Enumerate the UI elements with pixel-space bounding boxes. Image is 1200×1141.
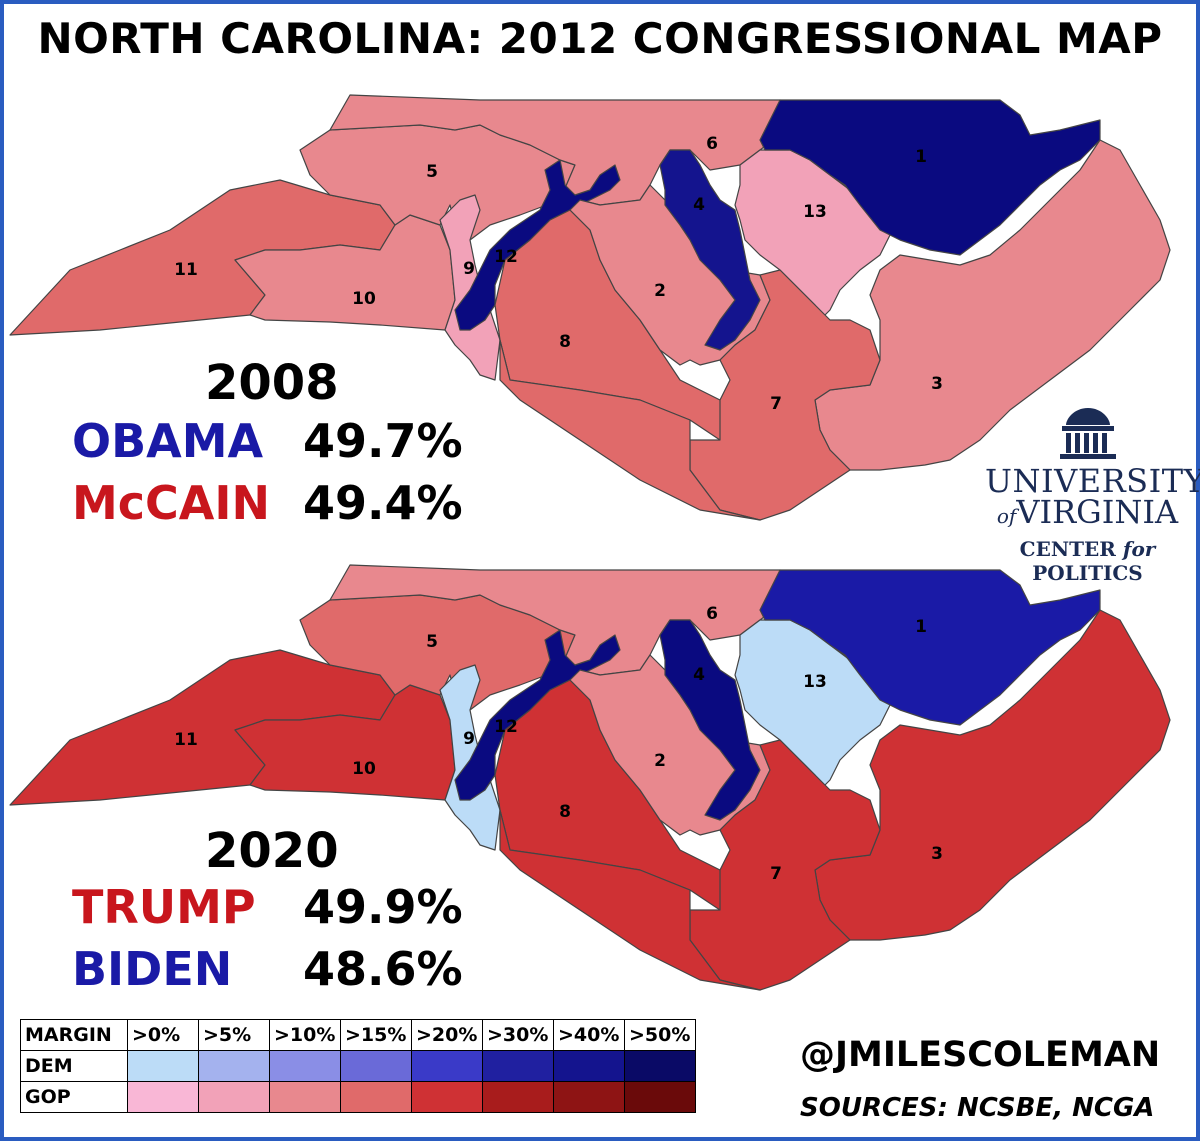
author-handle: @JMILESCOLEMAN: [800, 1035, 1161, 1075]
legend-gop-label: GOP: [20, 1081, 128, 1113]
map-2020: 1 2 3 4 5 6 7 8 9 10 11 12 13: [9, 564, 1171, 991]
year-2008: 2008: [205, 355, 339, 411]
district-1-shape: [759, 99, 1101, 256]
legend-dem-swatch: [624, 1050, 696, 1082]
district-label: 3: [931, 844, 943, 864]
legend-dem-swatch: [198, 1050, 270, 1082]
legend-gop-swatch: [340, 1081, 412, 1113]
legend-gop-swatch: [198, 1081, 270, 1113]
legend-threshold: >15%: [340, 1019, 412, 1051]
district-label: 4: [693, 665, 705, 685]
legend-gop-swatch: [127, 1081, 199, 1113]
district-label: 11: [174, 730, 198, 750]
legend-dem-swatch: [482, 1050, 554, 1082]
district-label: 6: [706, 134, 718, 154]
legend-threshold: >20%: [411, 1019, 483, 1051]
legend-dem-row: DEM: [20, 1050, 696, 1082]
district-label: 9: [463, 259, 475, 279]
sources-note: SOURCES: NCSBE, NCGA: [800, 1093, 1155, 1123]
legend-dem-label: DEM: [20, 1050, 128, 1082]
district-label: 7: [770, 864, 782, 884]
pct-mccain: 49.4%: [303, 476, 463, 530]
map-title: NORTH CAROLINA: 2012 CONGRESSIONAL MAP: [37, 14, 1163, 63]
legend-margin-label: MARGIN: [20, 1019, 128, 1051]
legend-gop-swatch: [482, 1081, 554, 1113]
district-label: 10: [352, 289, 376, 309]
legend-gop-row: GOP: [20, 1081, 696, 1113]
district-1-shape: [759, 569, 1101, 726]
legend-gop-swatch: [269, 1081, 341, 1113]
district-label: 9: [463, 729, 475, 749]
legend-dem-swatch: [269, 1050, 341, 1082]
district-label: 2: [654, 751, 666, 771]
district-label: 8: [559, 802, 571, 822]
district-label: 4: [693, 195, 705, 215]
legend-dem-swatch: [411, 1050, 483, 1082]
pct-biden: 48.6%: [303, 942, 463, 996]
pct-obama: 49.7%: [303, 414, 463, 468]
margin-legend: MARGIN >0% >5% >10% >15% >20% >30% >40% …: [20, 1019, 696, 1113]
legend-threshold: >0%: [127, 1019, 199, 1051]
legend-threshold: >5%: [198, 1019, 270, 1051]
legend-threshold: >40%: [553, 1019, 625, 1051]
legend-threshold: >50%: [624, 1019, 696, 1051]
uva-wordmark-virginia: ofVIRGINIA: [996, 493, 1179, 531]
district-label: 12: [494, 717, 518, 737]
candidate-trump: TRUMP: [72, 880, 256, 934]
district-4-shape: [659, 149, 761, 351]
legend-gop-swatch: [553, 1081, 625, 1113]
legend-dem-swatch: [127, 1050, 199, 1082]
district-label: 11: [174, 260, 198, 280]
district-label: 10: [352, 759, 376, 779]
district-label: 3: [931, 374, 943, 394]
district-label: 6: [706, 604, 718, 624]
district-label: 5: [426, 632, 438, 652]
legend-header-row: MARGIN >0% >5% >10% >15% >20% >30% >40% …: [20, 1019, 696, 1051]
pct-trump: 49.9%: [303, 880, 463, 934]
district-label: 5: [426, 162, 438, 182]
district-label: 13: [803, 672, 827, 692]
uva-center-for-politics-logo: UNIVERSITY ofVIRGINIA CENTER for POLITIC…: [985, 405, 1200, 585]
year-2020: 2020: [205, 823, 339, 879]
uva-wordmark-university: UNIVERSITY: [985, 462, 1200, 500]
legend-threshold: >10%: [269, 1019, 341, 1051]
legend-dem-swatch: [340, 1050, 412, 1082]
legend-threshold: >30%: [482, 1019, 554, 1051]
map-2008: 1 2 3 4 5 6 7 8 9 10 11 12 13: [9, 94, 1171, 521]
district-8-south-shape: [499, 809, 761, 991]
district-label: 1: [915, 147, 927, 167]
rotunda-icon: [1059, 408, 1116, 459]
district-labels-2008: 1 2 3 4 5 6 7 8 9 10 11 12 13: [174, 134, 943, 414]
candidate-mccain: McCAIN: [72, 476, 271, 530]
legend-gop-swatch: [624, 1081, 696, 1113]
district-label: 12: [494, 247, 518, 267]
district-labels-2020: 1 2 3 4 5 6 7 8 9 10 11 12 13: [174, 604, 943, 884]
district-4-shape: [659, 619, 761, 821]
candidate-obama: OBAMA: [72, 414, 264, 468]
district-8-south-shape: [499, 339, 761, 521]
uva-center-for-politics: CENTER for POLITICS: [1019, 537, 1156, 585]
district-label: 1: [915, 617, 927, 637]
district-label: 8: [559, 332, 571, 352]
legend-dem-swatch: [553, 1050, 625, 1082]
legend-gop-swatch: [411, 1081, 483, 1113]
district-label: 2: [654, 281, 666, 301]
candidate-biden: BIDEN: [72, 942, 233, 996]
district-label: 13: [803, 202, 827, 222]
district-label: 7: [770, 394, 782, 414]
